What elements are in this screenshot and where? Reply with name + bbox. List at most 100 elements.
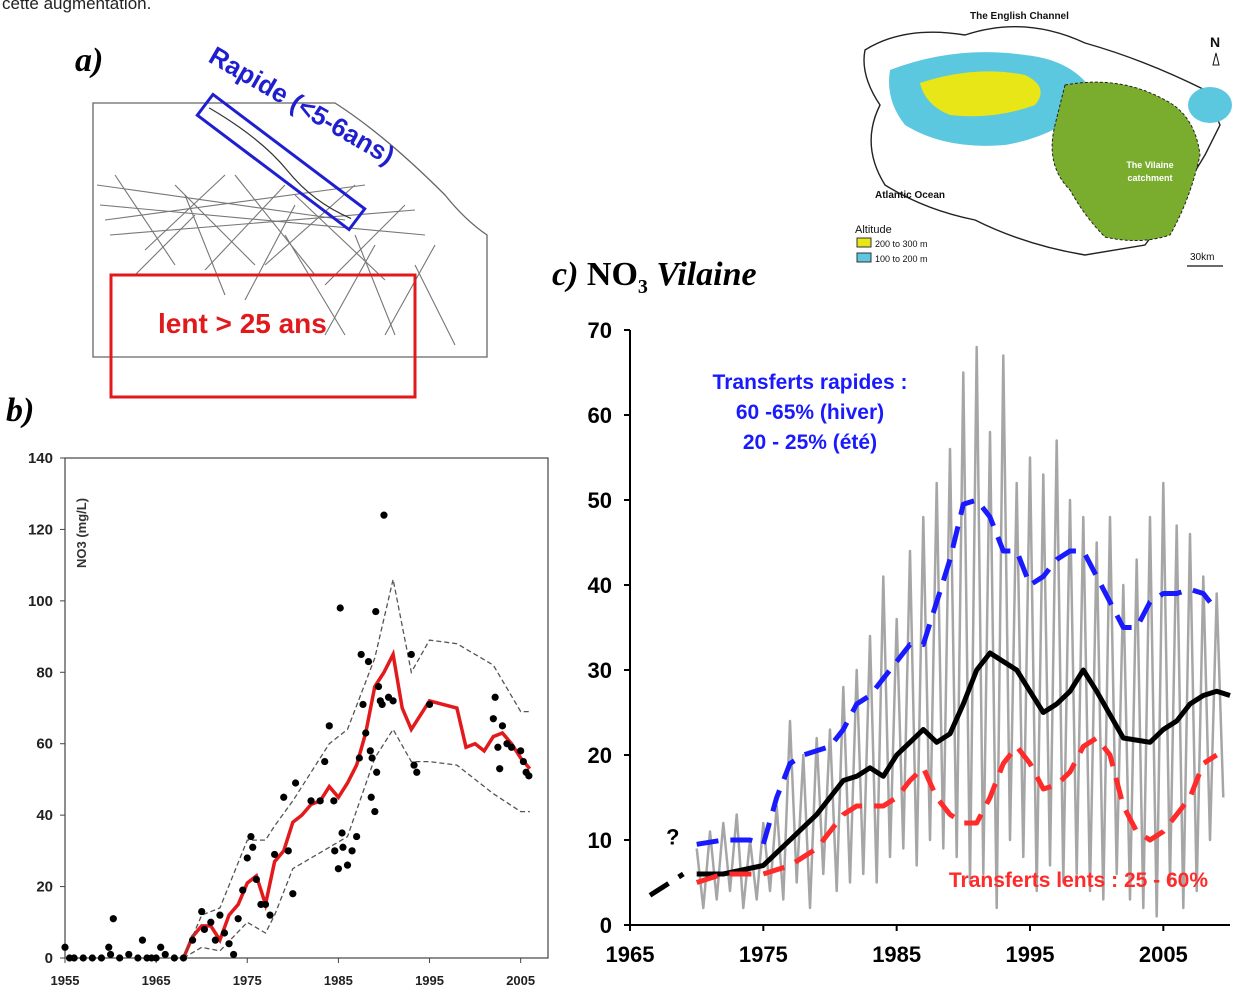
data-point (207, 918, 215, 926)
data-point (88, 954, 96, 962)
ocean-label: Atlantic Ocean (875, 190, 945, 201)
north-label: N (1210, 34, 1220, 50)
data-point (336, 604, 344, 612)
data-point (373, 768, 381, 776)
data-point (367, 793, 375, 801)
fracture-network (96, 174, 456, 346)
data-point (498, 722, 507, 730)
series-fast-transfer-line (696, 497, 1219, 847)
panel-c-name: Vilaine (647, 256, 757, 293)
series-envelope-line (182, 579, 530, 959)
y-tick-label: 20 (588, 743, 612, 768)
north-arrow-icon (1212, 52, 1220, 66)
x-tick-label: 1955 (51, 973, 80, 988)
slow-transfer-annotation: Transferts lents : 25 - 60% (949, 869, 1208, 892)
data-point (525, 772, 533, 780)
data-point (339, 843, 347, 851)
slow-flow-box (109, 273, 417, 399)
x-tick-label: 1965 (142, 973, 171, 988)
data-point (374, 682, 383, 691)
y-axis-label: NO3 (mg/L) (74, 498, 89, 568)
legend-label-high: 200 to 300 m (875, 239, 928, 249)
aquifer-outline (92, 102, 488, 358)
question-mark-label: ? (666, 824, 679, 849)
data-point (389, 697, 397, 705)
data-point (494, 743, 502, 751)
data-point (517, 747, 525, 755)
data-point (179, 954, 188, 962)
data-point (225, 940, 233, 948)
y-tick-label: 80 (36, 664, 53, 681)
fast-transfer-annotation: 20 - 25% (été) (743, 431, 877, 454)
series-slow-transfer-line (695, 735, 1219, 885)
data-point (70, 954, 78, 962)
panel-c-title: c) NO3 Vilaine (552, 256, 757, 299)
scale-label: 30km (1190, 252, 1214, 263)
y-tick-label: 40 (588, 573, 612, 598)
legend-swatch-mid (856, 252, 872, 263)
map-title: The English Channel (970, 11, 1069, 22)
y-tick-label: 60 (588, 403, 612, 428)
y-tick-label: 100 (28, 593, 53, 610)
data-point (330, 797, 338, 805)
data-point (368, 754, 376, 762)
data-point (234, 915, 242, 923)
mid-altitude-area-east (1188, 87, 1232, 123)
data-point (229, 950, 238, 959)
data-point (378, 700, 386, 709)
series-extrapolation-line (648, 871, 685, 898)
series-mean-line (181, 648, 532, 959)
data-point (106, 950, 115, 959)
data-point (371, 807, 379, 816)
data-point (138, 936, 147, 944)
data-point (359, 700, 367, 709)
data-point (507, 743, 516, 751)
data-point (157, 943, 165, 951)
y-tick-label: 0 (45, 950, 53, 967)
data-point (491, 693, 499, 701)
data-point (366, 747, 374, 755)
data-point (280, 793, 288, 801)
legend-title: Altitude (855, 224, 892, 236)
chart-b: 0 20 40 60 80 100 120 140 1955 1965 1975 1985 1995 20… (28, 450, 549, 988)
vilaine-catchment (1051, 81, 1201, 242)
data-point (325, 722, 333, 730)
x-tick-label: 1995 (415, 973, 444, 988)
data-point (364, 657, 373, 666)
data-point (489, 715, 497, 723)
x-tick-label: 2005 (506, 973, 535, 988)
data-point (413, 768, 421, 776)
data-point (289, 890, 297, 898)
y-tick-label: 30 (588, 658, 612, 683)
data-point (321, 757, 329, 766)
data-point (61, 943, 69, 951)
data-point (198, 907, 206, 916)
x-tick-label: 1985 (872, 942, 921, 967)
data-point (249, 843, 257, 851)
y-tick-label: 140 (28, 450, 53, 467)
catchment-label-1: The Vilaine (1126, 160, 1173, 170)
page-text-fragment: cette augmentation. (2, 0, 152, 13)
data-point (380, 511, 388, 519)
data-point (425, 700, 434, 709)
data-point (220, 929, 229, 937)
data-point (357, 650, 365, 659)
data-point (134, 954, 142, 962)
y-tick-label: 0 (600, 913, 612, 938)
data-point (343, 861, 352, 869)
y-tick-label: 50 (588, 488, 612, 513)
catchment-label-2: catchment (1127, 173, 1172, 183)
data-point (291, 779, 300, 787)
x-tick-label: 2005 (1139, 942, 1188, 967)
data-point (216, 911, 224, 919)
slow-flow-label: lent > 25 ans (158, 308, 327, 339)
fast-transfer-annotation: Transferts rapides : (713, 371, 908, 394)
x-tick-label: 1975 (739, 942, 788, 967)
data-point (252, 875, 260, 884)
data-point (307, 797, 315, 805)
data-point (97, 954, 106, 962)
data-point (362, 729, 370, 737)
data-point (334, 865, 342, 873)
data-point (410, 761, 418, 769)
data-point (116, 954, 124, 962)
